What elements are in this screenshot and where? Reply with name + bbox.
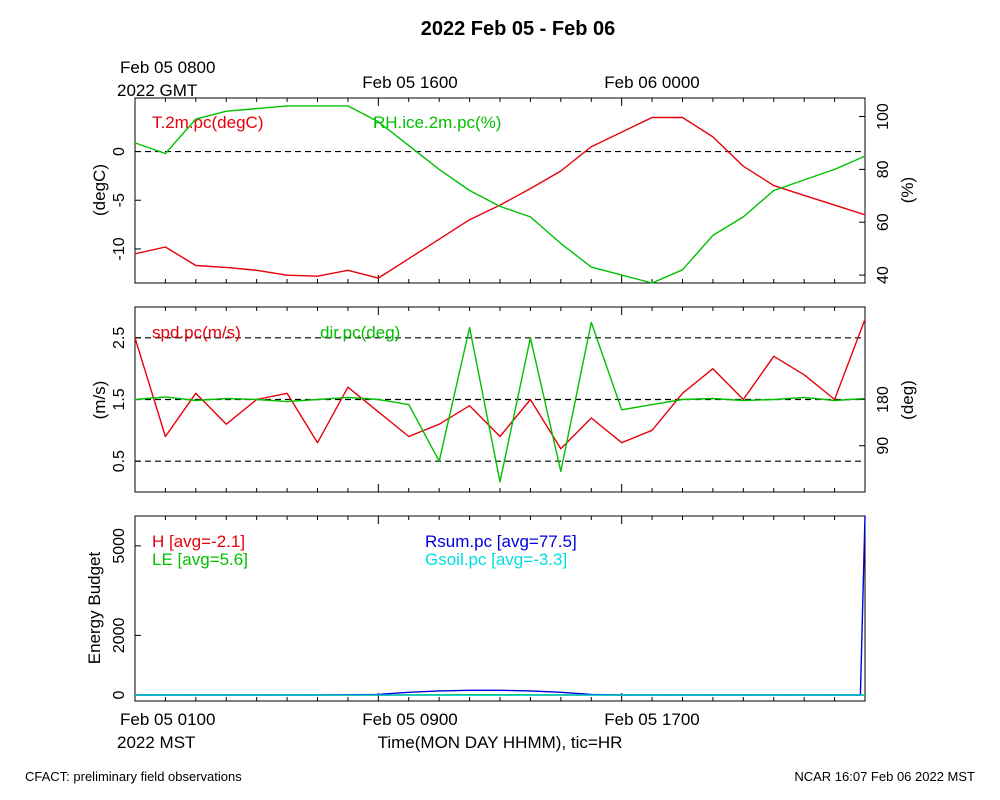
series-line-dir-pc-deg- <box>134 321 866 483</box>
wind-panel: 2.5 1.5 0.5 180 90 (m/s) (deg) spd.pc(m/s) dir.p… <box>90 306 917 493</box>
chart-title: 2022 Feb 05 - Feb 06 <box>421 18 616 40</box>
y2-axis-title: (%) <box>898 177 917 203</box>
top-time-label-0: Feb 05 0800 <box>120 58 215 77</box>
series-line-spd-pc-m-s- <box>134 319 866 450</box>
bottom-time-label-0: Feb 05 0100 <box>120 710 215 729</box>
legend-entry: Rsum.pc [avg=77.5] <box>425 532 577 551</box>
y2-axis-title: (deg) <box>898 380 917 420</box>
legend-entry: T.2m.pc(degC) <box>152 113 263 132</box>
y-tick-label: 0 <box>111 690 128 699</box>
top-time-label-1: Feb 05 1600 <box>362 73 457 92</box>
y2-tick-label: 60 <box>875 213 892 231</box>
y2-tick-label: 80 <box>875 160 892 178</box>
y-tick-label: 0.5 <box>111 450 128 472</box>
y2-tick-label: 100 <box>875 103 892 130</box>
y-tick-label: 1.5 <box>111 388 128 410</box>
legend-entry: H [avg=-2.1] <box>152 532 245 551</box>
legend-entry: Gsoil.pc [avg=-3.3] <box>425 550 567 569</box>
footer-left: CFACT: preliminary field observations <box>25 769 242 784</box>
legend-entry: dir.pc(deg) <box>320 323 400 342</box>
y-tick-label: -5 <box>111 193 128 207</box>
y-axis-title: (degC) <box>90 164 109 216</box>
y-axis-title: Energy Budget <box>85 551 104 664</box>
top-time-label-2: Feb 06 0000 <box>604 73 699 92</box>
y-tick-label: -10 <box>111 237 128 260</box>
bottom-time-label-1: Feb 05 0900 <box>362 710 457 729</box>
series-line-rh-ice-2m-pc- <box>134 105 866 284</box>
y-axis-title: (m/s) <box>90 381 109 420</box>
bottom-year-label: 2022 MST <box>117 733 195 752</box>
y-tick-label: 2000 <box>111 617 128 653</box>
y-tick-label: 2.5 <box>111 327 128 349</box>
y2-tick-label: 40 <box>875 266 892 284</box>
legend-entry: LE [avg=5.6] <box>152 550 248 569</box>
y-tick-label: 0 <box>111 147 128 156</box>
top-year-label: 2022 GMT <box>117 81 197 100</box>
x-axis-title: Time(MON DAY HHMM), tic=HR <box>378 733 623 752</box>
series-line-t-2m-pc-degc- <box>134 116 866 279</box>
y2-tick-label: 90 <box>875 437 892 455</box>
legend-entry: RH.ice.2m.pc(%) <box>373 113 501 132</box>
energy-budget-panel: 0 2000 5000 Energy Budget H [avg=-2.1]LE [av… <box>85 515 866 702</box>
bottom-time-label-2: Feb 05 1700 <box>604 710 699 729</box>
temperature-humidity-panel: 0 -5 -10 100 80 60 40 (degC) (%) T.2m.pc(degC) RH.… <box>90 97 917 284</box>
legend-entry: spd.pc(m/s) <box>152 323 241 342</box>
footer-right: NCAR 16:07 Feb 06 2022 MST <box>794 769 975 784</box>
y2-tick-label: 180 <box>875 386 892 413</box>
y-tick-label: 5000 <box>111 528 128 564</box>
